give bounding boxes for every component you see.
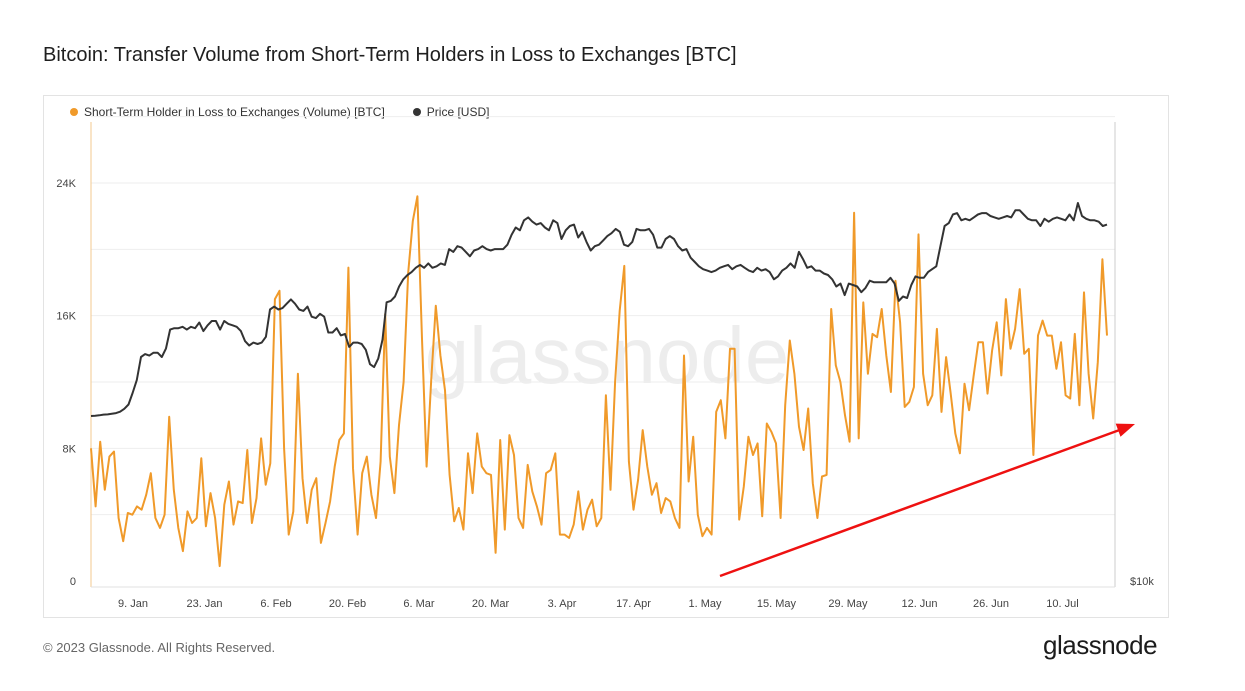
y-tick-label: 8K: [63, 443, 77, 455]
series-line-volume: [90, 195, 1108, 568]
glassnode-logo: glassnode: [1043, 630, 1158, 660]
copyright-footer: © 2023 Glassnode. All Rights Reserved.: [43, 640, 276, 655]
y-tick-label: 0: [70, 576, 76, 588]
trend-arrow-line: [719, 426, 1126, 578]
legend-item-price[interactable]: Price [USD]: [412, 105, 490, 119]
legend-label-price: Price [USD]: [426, 105, 490, 119]
legend-label-volume: Short-Term Holder in Loss to Exchanges (…: [84, 105, 385, 119]
x-tick-label: 20. Feb: [329, 598, 366, 610]
x-tick-label: 26. Jun: [973, 598, 1009, 610]
legend-dot-price: [412, 108, 421, 116]
x-tick-label: 12. Jun: [901, 598, 937, 610]
chart-frame: [43, 95, 1169, 618]
trend-arrow-head: [1115, 423, 1135, 437]
y-tick-label: 24K: [56, 178, 76, 190]
x-tick-label: 1. May: [688, 598, 722, 610]
y-tick-label: 16K: [56, 311, 76, 323]
x-tick-label: 20. Mar: [472, 598, 510, 610]
x-tick-label: 6. Feb: [260, 598, 291, 610]
x-tick-label: 3. Apr: [548, 598, 577, 610]
x-tick-label: 10. Jul: [1046, 598, 1078, 610]
x-tick-label: 23. Jan: [186, 598, 222, 610]
x-tick-label: 29. May: [828, 598, 868, 610]
x-tick-label: 17. Apr: [616, 598, 651, 610]
x-tick-label: 9. Jan: [118, 598, 148, 610]
legend: Short-Term Holder in Loss to Exchanges (…: [70, 105, 489, 119]
x-tick-label: 6. Mar: [403, 598, 435, 610]
chart-title: Bitcoin: Transfer Volume from Short-Term…: [43, 44, 737, 66]
x-tick-label: 15. May: [757, 598, 797, 610]
legend-dot-volume: [70, 108, 78, 116]
legend-item-volume[interactable]: Short-Term Holder in Loss to Exchanges (…: [70, 105, 385, 119]
series-line-price: [90, 202, 1108, 417]
y-right-tick-label: $10k: [1130, 576, 1154, 588]
